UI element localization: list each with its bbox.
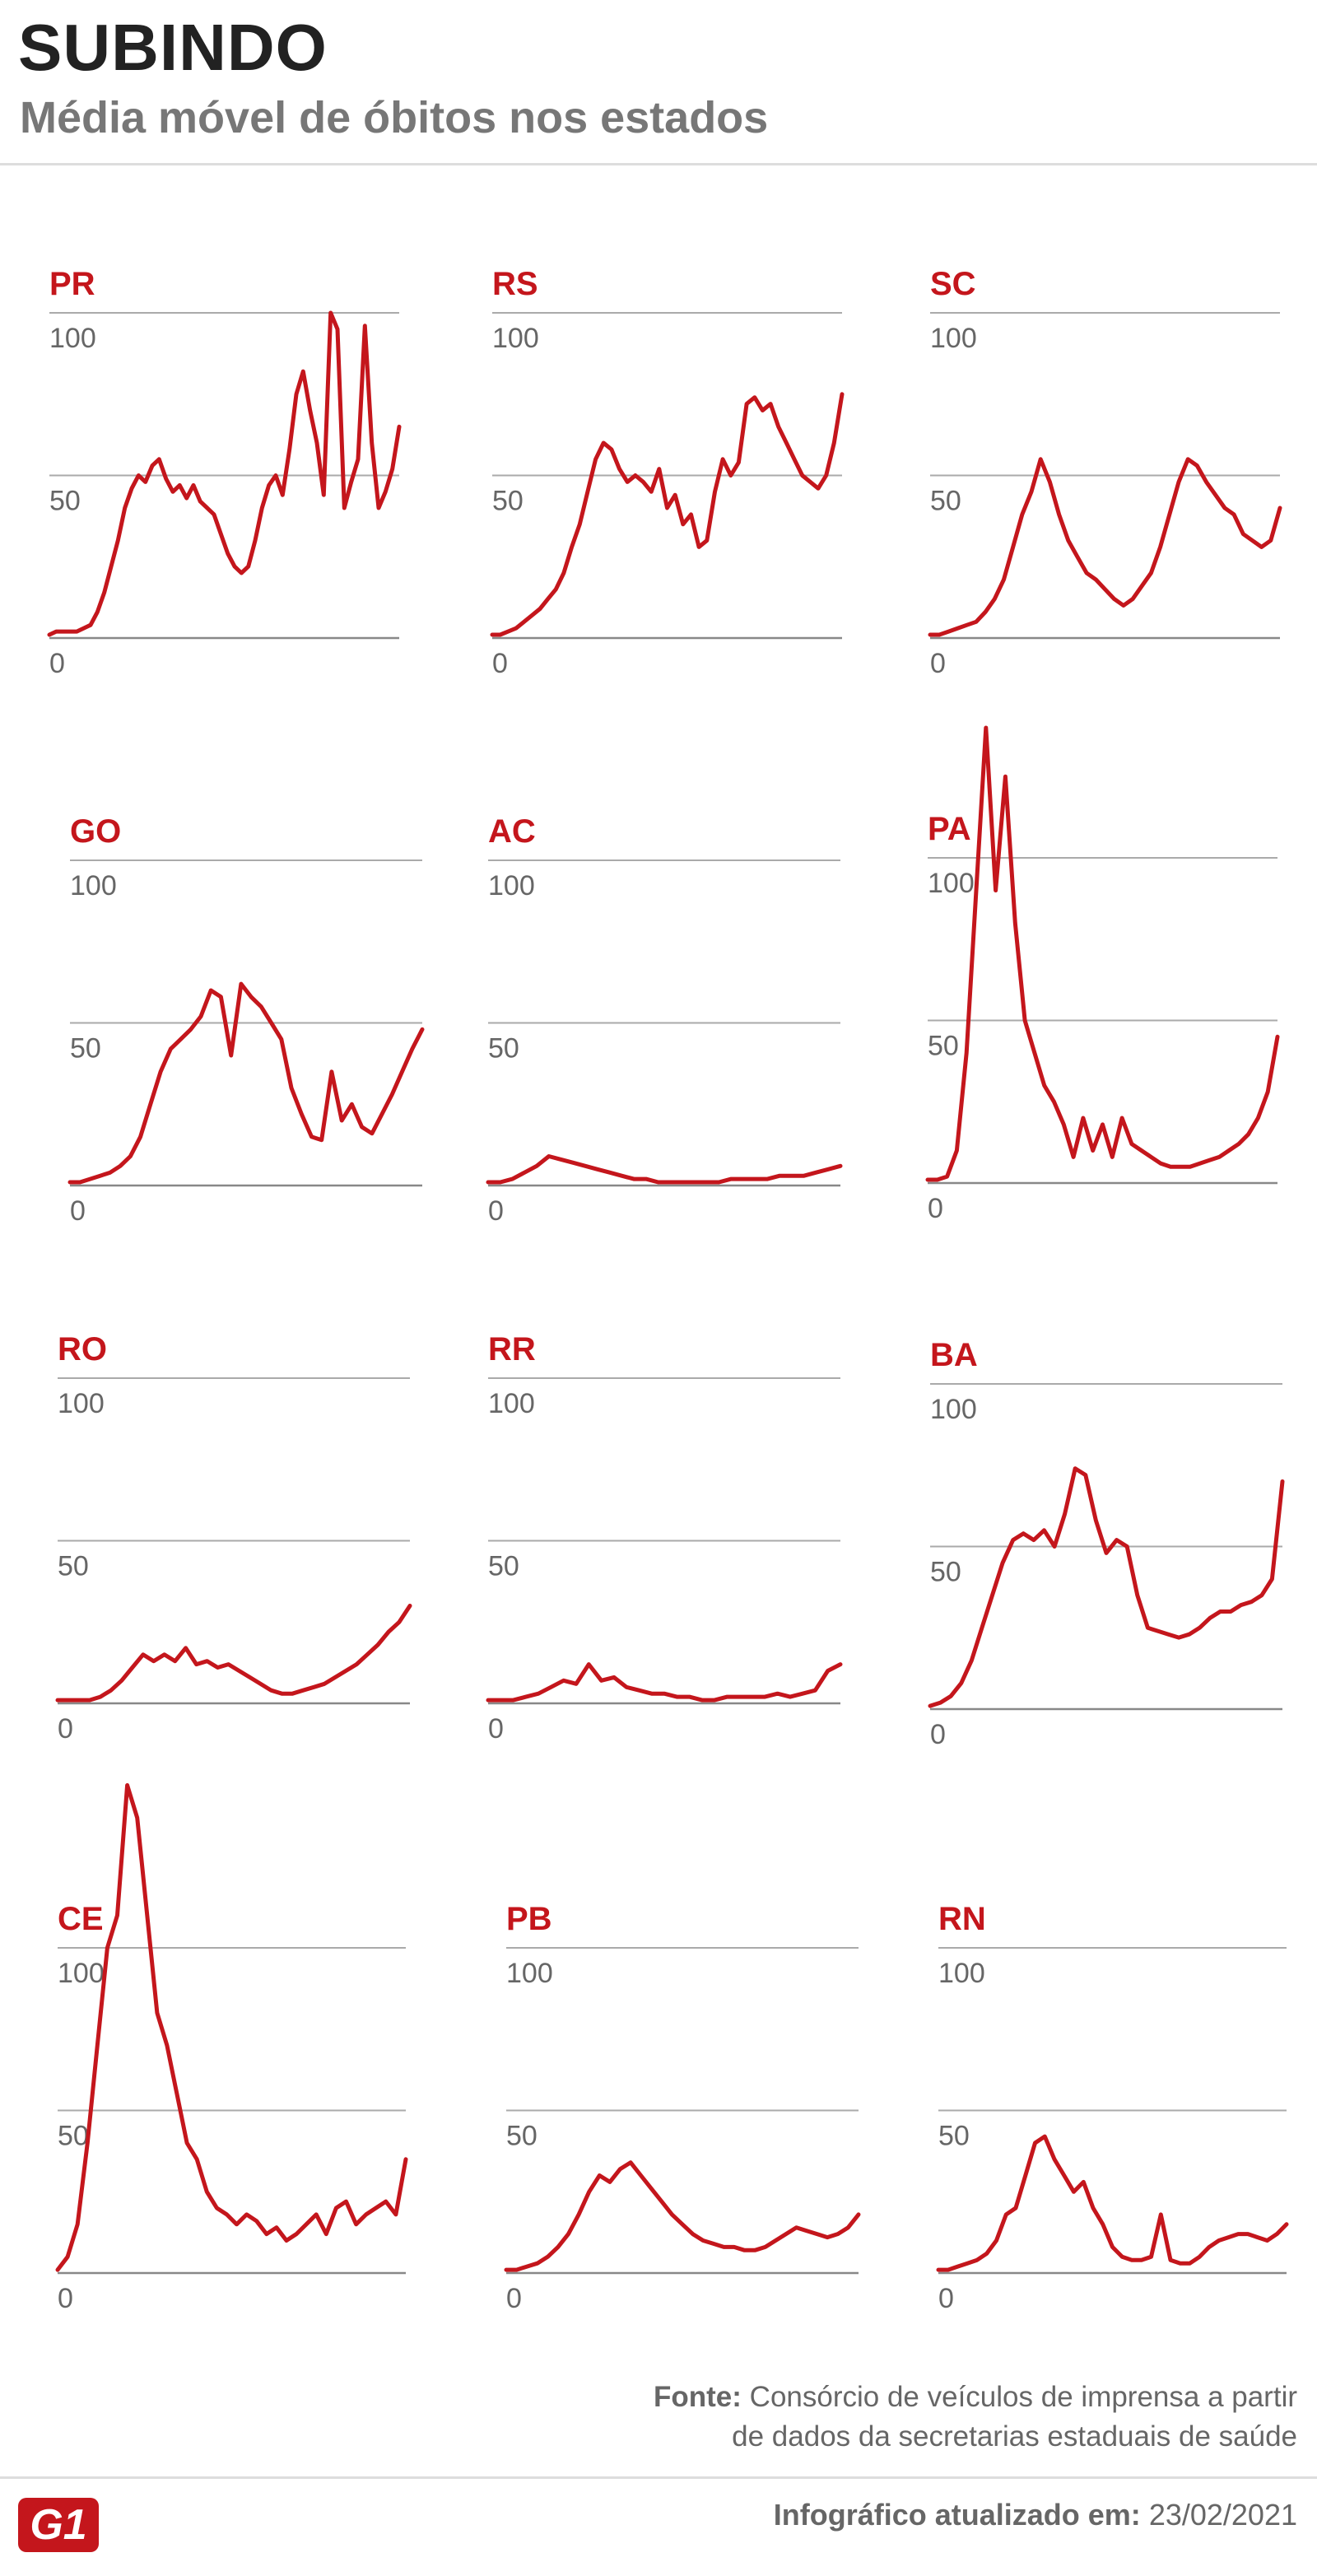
series-line-ce	[55, 1783, 408, 2272]
series-line-rs	[490, 392, 845, 637]
state-label-rr: RR	[488, 1331, 536, 1367]
tick-label-0: 0	[49, 648, 65, 679]
series-line-ba	[928, 1466, 1285, 1708]
tick-label-0: 0	[58, 1713, 73, 1745]
tick-label-100: 100	[506, 1958, 553, 1989]
series-line-rn	[936, 2134, 1289, 2272]
chart-ba: 0 50 100 BA	[928, 1337, 1285, 1750]
chart-pb: 0 50 100 PB	[504, 1901, 861, 2314]
source-text-line2: de dados da secretarias estaduais de saú…	[732, 2420, 1297, 2453]
series-line-pa	[925, 725, 1280, 1182]
series-line-ac	[486, 1154, 843, 1185]
tick-label-50: 50	[930, 486, 961, 517]
state-label-sc: SC	[930, 266, 976, 302]
tick-label-100: 100	[492, 323, 539, 354]
tick-label-0: 0	[930, 1719, 946, 1750]
chart-sc: 0 50 100 SC	[928, 266, 1282, 679]
series-line-sc	[928, 457, 1282, 637]
source-label: Fonte:	[654, 2381, 742, 2413]
tick-label-50: 50	[930, 1557, 961, 1588]
update-label: Infográfico atualizado em:	[773, 2498, 1141, 2532]
tick-label-50: 50	[938, 2121, 970, 2152]
tick-label-0: 0	[930, 648, 946, 679]
tick-label-0: 0	[58, 2283, 73, 2314]
tick-label-0: 0	[70, 1195, 86, 1227]
state-label-ce: CE	[58, 1901, 104, 1937]
state-label-pb: PB	[506, 1901, 552, 1937]
chart-go: 0 50 100 GO	[67, 813, 425, 1227]
tick-label-0: 0	[488, 1195, 504, 1227]
header-divider	[0, 163, 1317, 165]
chart-rn: 0 50 100 RN	[936, 1901, 1289, 2314]
header: SUBINDO Média móvel de óbitos nos estado…	[0, 0, 1317, 165]
state-label-go: GO	[70, 813, 121, 850]
page-subtitle: Média móvel de óbitos nos estados	[20, 93, 769, 142]
tick-label-50: 50	[492, 486, 524, 517]
chart-rr: 0 50 100 RR	[486, 1331, 843, 1745]
source-note: Fonte: Consórcio de veículos de imprensa…	[654, 2378, 1297, 2457]
tick-label-100: 100	[938, 1958, 985, 1989]
tick-label-100: 100	[488, 870, 535, 901]
state-label-pa: PA	[928, 811, 971, 847]
chart-ce: 0 50 100 CE	[55, 1783, 408, 2314]
update-note: Infográfico atualizado em: 23/02/2021	[774, 2498, 1297, 2532]
update-date: 23/02/2021	[1148, 2498, 1297, 2532]
tick-label-0: 0	[488, 1713, 504, 1745]
series-line-pb	[504, 2160, 861, 2272]
chart-pa: 0 50 100 PA	[925, 725, 1280, 1224]
tick-label-100: 100	[58, 1958, 105, 1989]
tick-label-100: 100	[49, 323, 96, 354]
tick-label-100: 100	[70, 870, 117, 901]
tick-label-50: 50	[58, 1551, 89, 1582]
tick-label-0: 0	[928, 1193, 943, 1224]
footer-divider	[0, 2476, 1317, 2479]
tick-label-50: 50	[506, 2121, 538, 2152]
series-line-pr	[47, 310, 402, 637]
state-label-ac: AC	[488, 813, 536, 850]
source-text-line1: Consórcio de veículos de imprensa a part…	[749, 2381, 1297, 2413]
tick-label-100: 100	[930, 323, 977, 354]
tick-label-0: 0	[506, 2283, 522, 2314]
tick-label-50: 50	[58, 2121, 89, 2152]
tick-label-100: 100	[58, 1388, 105, 1419]
page-title: SUBINDO	[18, 11, 328, 84]
tick-label-0: 0	[492, 648, 508, 679]
tick-label-50: 50	[488, 1551, 519, 1582]
chart-rs: 0 50 100 RS	[490, 266, 845, 679]
series-line-go	[67, 981, 425, 1185]
g1-logo: G1	[18, 2498, 99, 2552]
tick-label-100: 100	[488, 1388, 535, 1419]
chart-pr: 0 50 100 PR	[47, 266, 402, 679]
tick-label-50: 50	[70, 1033, 101, 1064]
small-multiples-grid: 0 50 100 PR 0 50 100 RS 0 50 100 SC 0 50 100 GO 0 50 100 AC…	[47, 266, 1289, 2314]
charts-canvas: 0 50 100 PR 0 50 100 RS 0 50 100 SC 0 50 100 GO 0 50 100 AC…	[47, 266, 1289, 2314]
series-line-rr	[486, 1662, 843, 1703]
state-label-rs: RS	[492, 266, 538, 302]
chart-ac: 0 50 100 AC	[486, 813, 843, 1227]
tick-label-50: 50	[488, 1033, 519, 1064]
tick-label-50: 50	[49, 486, 81, 517]
tick-label-50: 50	[928, 1031, 959, 1062]
state-label-pr: PR	[49, 266, 95, 302]
state-label-rn: RN	[938, 1901, 986, 1937]
state-label-ba: BA	[930, 1337, 978, 1373]
tick-label-0: 0	[938, 2283, 954, 2314]
chart-ro: 0 50 100 RO	[55, 1331, 412, 1745]
state-label-ro: RO	[58, 1331, 107, 1367]
tick-label-100: 100	[930, 1394, 977, 1425]
series-line-ro	[55, 1604, 412, 1703]
tick-label-100: 100	[928, 868, 975, 899]
